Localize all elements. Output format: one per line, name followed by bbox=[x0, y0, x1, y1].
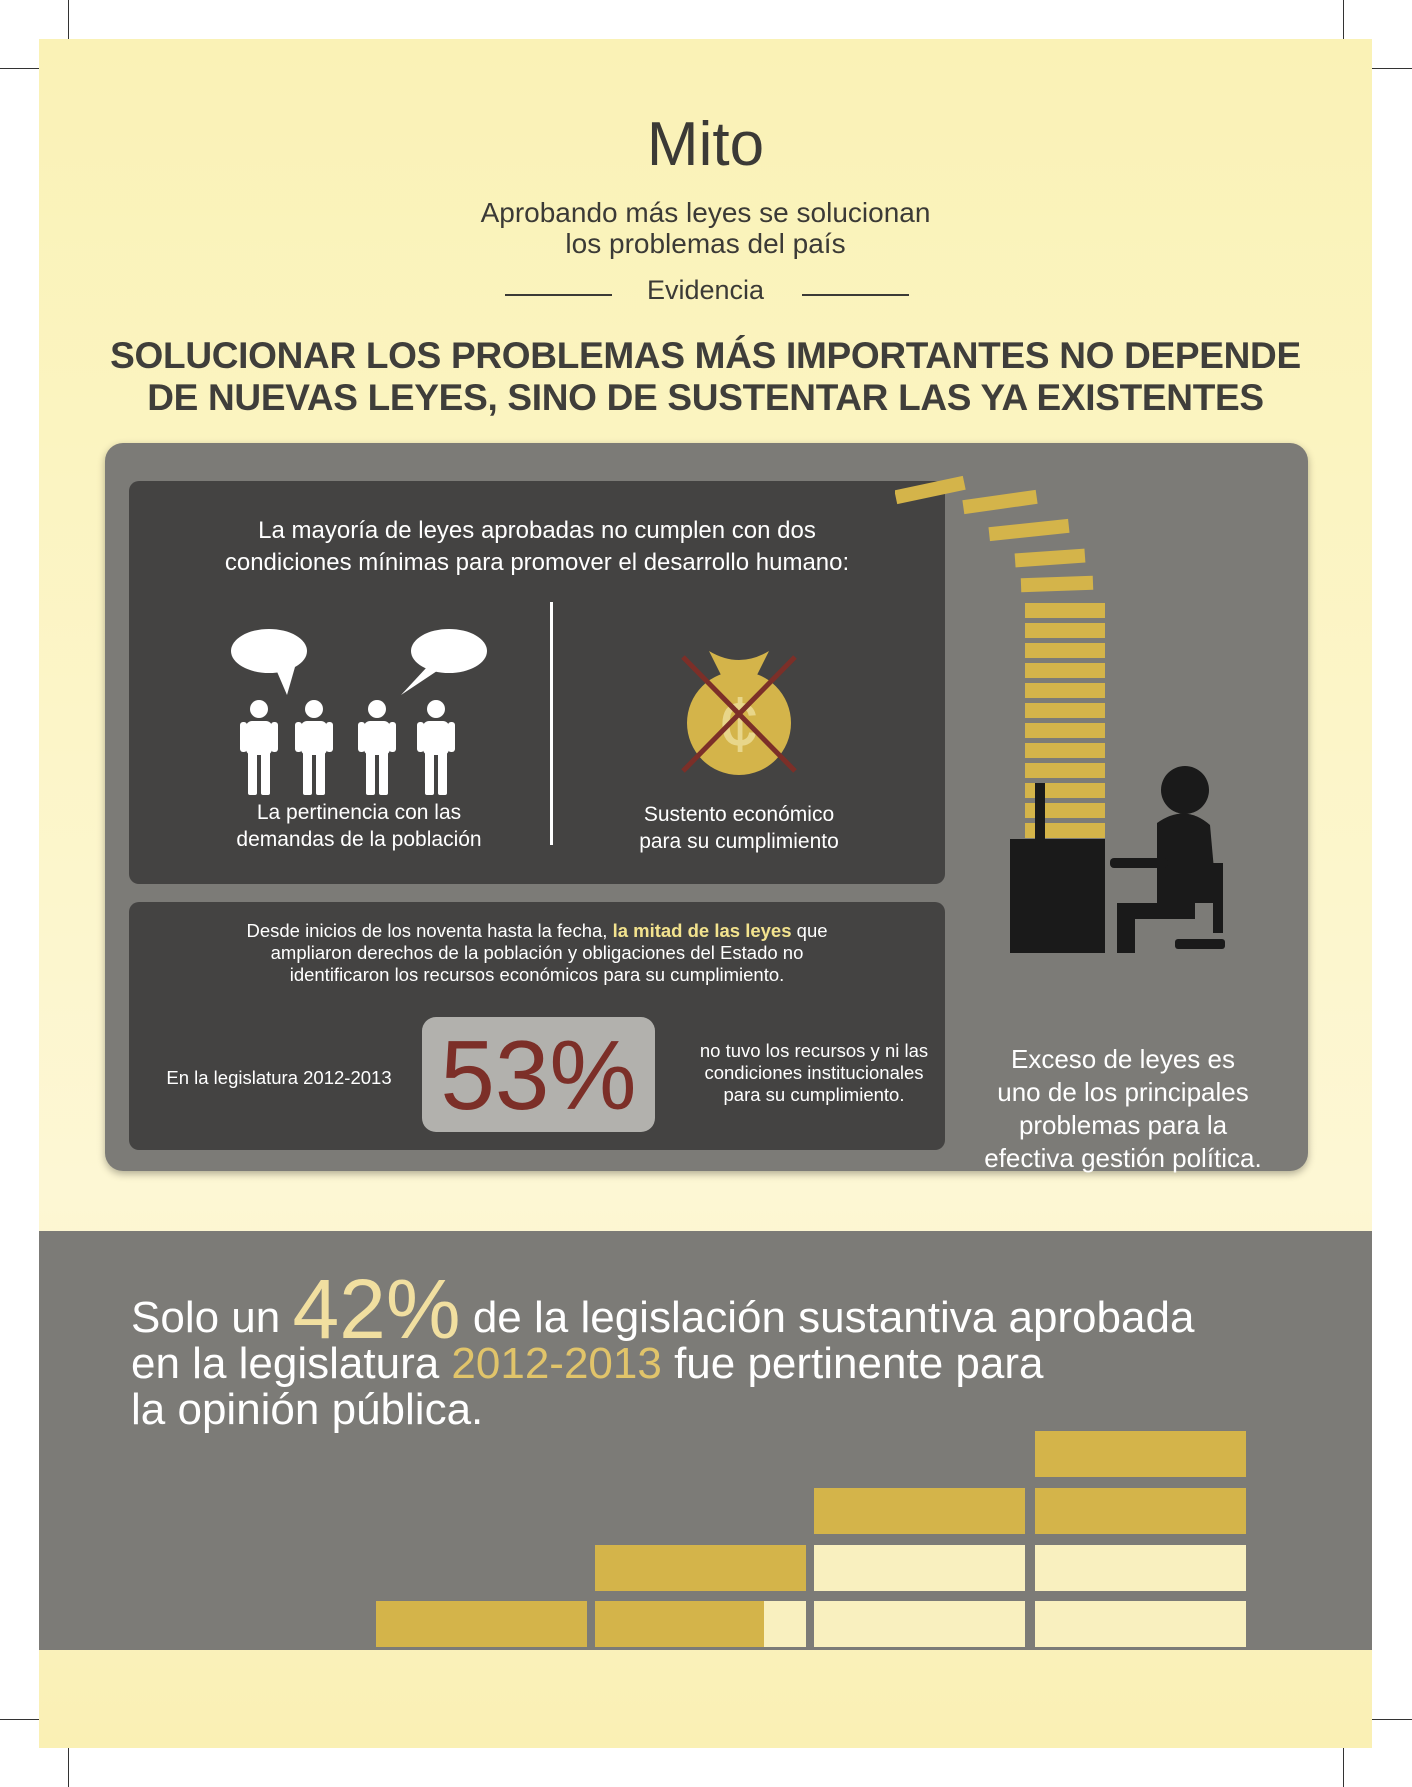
page-title: Mito bbox=[646, 110, 765, 179]
intro-line: La mayoría de leyes aprobadas no cumplen… bbox=[258, 517, 816, 544]
stair-block-partial bbox=[595, 1601, 806, 1647]
sidebar-line: Exceso de leyes es bbox=[1010, 1044, 1235, 1074]
condition-line: para su cumplimiento bbox=[639, 830, 839, 853]
intro-line: condiciones mínimas para promover el des… bbox=[224, 549, 850, 576]
infographic-page: Mito Aprobando más leyes se solucionan l… bbox=[39, 39, 1372, 1748]
conditions-divider bbox=[550, 602, 553, 845]
condition-relevance: La pertinencia con las demandas de la po… bbox=[189, 799, 529, 853]
speech-bubble-tail bbox=[275, 667, 295, 695]
myth-line: los problemas del país bbox=[565, 228, 846, 259]
sidebar-line: uno de los principales bbox=[997, 1077, 1249, 1107]
note-line: para su cumplimiento. bbox=[723, 1084, 905, 1105]
speech-bubble-right bbox=[411, 629, 487, 673]
evidence-panel: La mayoría de leyes aprobadas no cumplen… bbox=[105, 443, 1308, 1173]
crop-mark bbox=[1364, 68, 1412, 69]
headline: SOLUCIONAR LOS PROBLEMAS MÁS IMPORTANTES… bbox=[39, 335, 1372, 419]
sidebar-note: Exceso de leyes es uno de los principale… bbox=[953, 1043, 1293, 1175]
statement-line: Solo un 42% de la legislación sustantiva… bbox=[131, 1267, 1331, 1351]
myth-line: Aprobando más leyes se solucionan bbox=[480, 197, 931, 228]
myth-statement: Aprobando más leyes se solucionan los pr… bbox=[39, 197, 1372, 259]
headline-line: DE NUEVAS LEYES, SINO DE SUSTENTAR LAS Y… bbox=[147, 377, 1264, 418]
note-line: condiciones institucionales bbox=[704, 1062, 924, 1083]
bottom-band: Solo un 42% de la legislación sustantiva… bbox=[39, 1231, 1372, 1650]
cent-symbol: ¢ bbox=[717, 680, 760, 768]
funding-text: Desde inicios de los noventa hasta la fe… bbox=[129, 920, 945, 986]
crop-mark bbox=[1343, 0, 1344, 48]
stair-block-filled bbox=[1035, 1431, 1246, 1477]
condition-line: demandas de la población bbox=[236, 828, 482, 851]
falling-papers bbox=[895, 475, 1094, 593]
percent-42: 42% bbox=[292, 1262, 461, 1356]
headline-line: SOLUCIONAR LOS PROBLEMAS MÁS IMPORTANTES… bbox=[110, 335, 1301, 376]
stair-block-filled bbox=[1035, 1488, 1246, 1534]
divider-line bbox=[802, 294, 909, 296]
funding-line: ampliaron derechos de la población y obl… bbox=[270, 942, 804, 963]
bottom-statement: Solo un 42% de la legislación sustantiva… bbox=[131, 1267, 1331, 1434]
statement-line: la opinión pública. bbox=[131, 1385, 484, 1434]
stair-block-filled bbox=[814, 1488, 1025, 1534]
percent-box: 53% bbox=[422, 1017, 655, 1132]
funding-text-part: que bbox=[791, 920, 828, 941]
crop-mark bbox=[0, 1719, 48, 1720]
stair-block-partial-fill bbox=[595, 1601, 764, 1647]
funding-line: identificaron los recursos económicos pa… bbox=[289, 964, 785, 985]
funding-highlight: la mitad de las leyes bbox=[612, 920, 792, 941]
conditions-box: La mayoría de leyes aprobadas no cumplen… bbox=[129, 481, 945, 884]
speech-bubble-tail bbox=[401, 667, 443, 695]
person-figure bbox=[295, 700, 333, 795]
condition-line: La pertinencia con las bbox=[256, 801, 462, 824]
crossed-money-bag-icon: ¢ bbox=[681, 651, 797, 775]
statement-text: fue pertinente para bbox=[661, 1339, 1044, 1388]
person-figure bbox=[358, 700, 396, 795]
statement-text: en la legislatura bbox=[131, 1339, 452, 1388]
bag-body bbox=[687, 671, 791, 775]
divider-line bbox=[505, 294, 612, 296]
statement-line: en la legislatura 2012-2013 fue pertinen… bbox=[131, 1341, 1331, 1387]
cross-line bbox=[681, 655, 797, 773]
funding-note: no tuvo los recursos y ni las condicione… bbox=[669, 1040, 959, 1106]
person-at-desk-icon bbox=[1010, 766, 1225, 953]
stair-block-empty bbox=[1035, 1601, 1246, 1647]
crop-mark bbox=[0, 68, 48, 69]
evidence-label: Evidencia bbox=[646, 275, 765, 305]
bag-top bbox=[709, 651, 769, 679]
funding-box: Desde inicios de los noventa hasta la fe… bbox=[129, 902, 945, 1150]
crop-mark bbox=[68, 0, 69, 48]
condition-line: Sustento económico bbox=[643, 803, 835, 826]
note-line: no tuvo los recursos y ni las bbox=[699, 1040, 929, 1061]
funding-line: Desde inicios de los noventa hasta la fe… bbox=[129, 920, 945, 942]
stair-block-filled bbox=[595, 1545, 806, 1591]
statement-text: Solo un bbox=[131, 1293, 293, 1342]
stair-block-filled bbox=[376, 1601, 587, 1647]
crop-mark bbox=[68, 1740, 69, 1787]
person-figure bbox=[417, 700, 455, 795]
sidebar-line: problemas para la bbox=[1018, 1110, 1228, 1140]
people-talking-icon bbox=[231, 629, 487, 795]
percent-53: 53% bbox=[440, 1020, 637, 1130]
crop-mark bbox=[1364, 1719, 1412, 1720]
legislature-label: En la legislatura 2012-2013 bbox=[166, 1067, 392, 1088]
person-figure bbox=[240, 700, 278, 795]
funding-text-part: Desde inicios de los noventa hasta la fe… bbox=[246, 920, 613, 941]
statement-year: 2012-2013 bbox=[451, 1339, 662, 1388]
stair-block-empty bbox=[814, 1545, 1025, 1591]
stair-block-empty bbox=[814, 1601, 1025, 1647]
statement-text: de la legislación sustantiva aprobada bbox=[460, 1293, 1195, 1342]
speech-bubble-left bbox=[231, 629, 307, 673]
condition-funding: Sustento económico para su cumplimiento bbox=[569, 801, 909, 855]
law-stack-illustration bbox=[895, 475, 1225, 953]
conditions-intro: La mayoría de leyes aprobadas no cumplen… bbox=[129, 515, 945, 579]
sidebar-line: efectiva gestión política. bbox=[984, 1143, 1262, 1173]
stair-block-empty bbox=[1035, 1545, 1246, 1591]
crop-mark bbox=[1343, 1740, 1344, 1787]
